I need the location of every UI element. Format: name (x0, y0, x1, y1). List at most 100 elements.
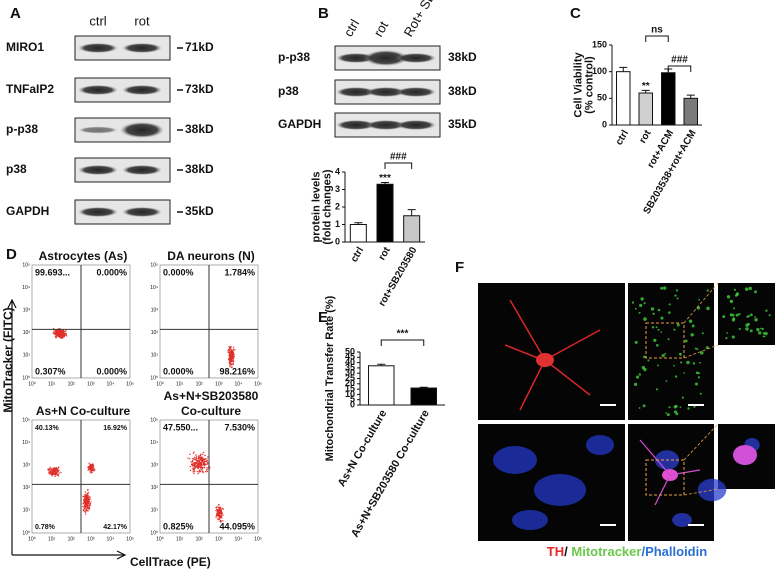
flow-x-tick-label: 10⁴ (107, 536, 115, 542)
bar (376, 183, 394, 243)
y-tick-label: 25 (345, 373, 355, 383)
quadrant-percent: 99.693... (35, 267, 70, 277)
y-tick-label: 100 (592, 66, 607, 76)
flow-title: As+N+SB203580 (164, 389, 259, 403)
y-tick-label: 2 (335, 201, 340, 211)
panel-label: E (318, 309, 328, 326)
flow-x-tick-label: 10⁵ (126, 381, 134, 387)
y-axis-label: protein levels (310, 172, 322, 243)
y-axis-label: Mitochondrial Transfer Rate (%) (324, 295, 336, 461)
flow-x-tick-label: 10⁰ (156, 381, 164, 387)
flow-y-tick-label: 10² (23, 330, 31, 336)
y-tick-label: 45 (345, 352, 355, 362)
bar (683, 97, 698, 126)
error-bar (686, 94, 695, 99)
error-bar (407, 209, 416, 216)
significance-label: ns (651, 25, 663, 36)
significance-label: ### (671, 55, 688, 66)
flow-title: Co-culture (181, 404, 241, 418)
x-tick-label: rot (637, 128, 654, 146)
x-tick-label: As+N+SB203580 Co-culture (349, 408, 432, 539)
flow-x-axis-label: CellTrace (PE) (130, 555, 211, 569)
blot-size-label: 38kD (448, 84, 477, 98)
y-tick-label: 3 (335, 184, 340, 194)
quadrant-percent: 47.550... (163, 422, 198, 432)
x-tick-label: rot (377, 245, 394, 263)
quadrant-percent: 0.000% (163, 267, 194, 277)
flow-y-tick-label: 10⁰ (150, 375, 158, 381)
bar (410, 387, 437, 406)
flow-title: DA neurons (N) (167, 249, 255, 263)
flow-y-tick-label: 10⁴ (22, 285, 30, 291)
quadrant-percent: 0.78% (35, 524, 56, 531)
flow-y-tick-label: 10³ (151, 308, 159, 314)
caption-part: TH (547, 544, 564, 559)
panel-label: B (318, 5, 329, 22)
blot-column-label: rot (134, 13, 150, 28)
flow-y-tick-label: 10¹ (23, 353, 31, 359)
y-tick-label: 30 (345, 368, 355, 378)
blot-row-label: p38 (6, 162, 27, 176)
flow-y-tick-label: 10² (23, 485, 31, 491)
flow-x-tick-label: 10² (196, 536, 204, 542)
y-tick-label: 40 (345, 357, 355, 367)
flow-x-tick-label: 10⁰ (156, 536, 164, 542)
panel-label: D (6, 246, 17, 263)
flow-y-axis-label: MitoTracker (FITC) (1, 307, 15, 412)
flow-y-tick-label: 10¹ (151, 508, 159, 514)
flow-x-tick-label: 10¹ (176, 381, 184, 387)
panel-label: C (570, 5, 581, 22)
y-tick-label: 50 (345, 346, 355, 356)
caption-part: /Phalloidin (641, 544, 707, 559)
significance-label: *** (379, 173, 391, 184)
y-tick-label: 5 (350, 394, 355, 404)
y-tick-label: 20 (345, 378, 355, 388)
error-bar (354, 222, 363, 225)
flow-y-tick-label: 10⁵ (150, 417, 158, 423)
y-tick-label: 150 (592, 39, 607, 49)
flow-x-tick-label: 10⁴ (235, 536, 243, 542)
blot-size-label: 35kD (185, 204, 214, 218)
error-bar (641, 89, 650, 93)
blot-column-label: ctrl (341, 17, 363, 40)
quadrant-percent: 40.13% (35, 425, 60, 432)
quadrant-percent: 16.92% (103, 425, 128, 432)
y-axis-label: Cell Viability (572, 52, 584, 118)
y-tick-label: 0 (602, 119, 607, 129)
flow-y-tick-label: 10³ (23, 463, 31, 469)
flow-y-tick-label: 10⁴ (150, 285, 158, 291)
blot-row-label: MIRO1 (6, 40, 44, 54)
flow-x-tick-label: 10⁰ (28, 381, 36, 387)
y-tick-label: 4 (335, 166, 340, 176)
flow-y-tick-label: 10⁴ (22, 440, 30, 446)
flow-x-tick-label: 10³ (215, 381, 223, 387)
bar (403, 215, 421, 243)
flow-x-tick-label: 10⁰ (28, 536, 36, 542)
flow-y-tick-label: 10¹ (23, 508, 31, 514)
flow-x-tick-label: 10³ (87, 381, 95, 387)
bar (368, 365, 395, 406)
blot-size-label: 71kD (185, 40, 214, 54)
significance-label: ### (390, 152, 407, 163)
blot-row-label: GAPDH (278, 117, 321, 131)
flow-x-tick-label: 10² (196, 381, 204, 387)
y-tick-label: 0 (350, 399, 355, 409)
error-bar (377, 363, 386, 366)
blot-size-label: 35kD (448, 117, 477, 131)
flow-x-tick-label: 10² (68, 381, 76, 387)
flow-y-tick-label: 10⁴ (150, 440, 158, 446)
flow-y-tick-label: 10¹ (151, 353, 159, 359)
blot-row-label: p-p38 (6, 122, 38, 136)
flow-title: As+N Co-culture (36, 404, 131, 418)
flow-y-tick-label: 10⁰ (150, 530, 158, 536)
blot-size-label: 38kD (185, 122, 214, 136)
blot-row-label: p38 (278, 84, 299, 98)
x-tick-label: ctrl (349, 245, 366, 264)
caption: TH/ Mitotracker/Phalloidin (547, 544, 707, 559)
error-bar (381, 182, 389, 185)
flow-x-tick-label: 10¹ (48, 381, 56, 387)
bar (616, 71, 631, 126)
quadrant-percent: 1.784% (224, 267, 255, 277)
quadrant-percent: 0.000% (163, 366, 194, 376)
